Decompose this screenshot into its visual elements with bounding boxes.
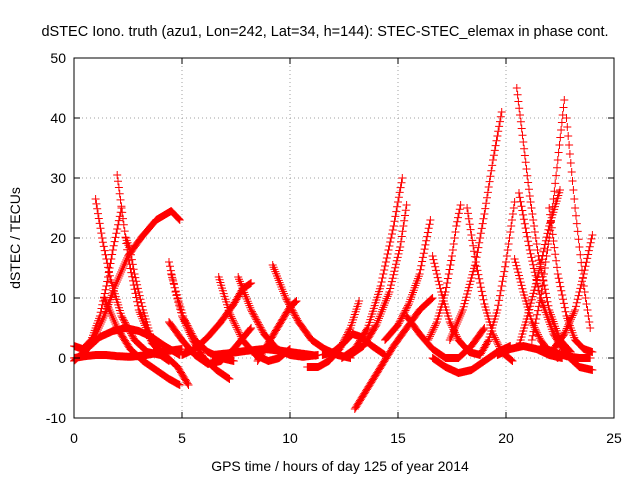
x-tick-label: 20 (498, 430, 514, 446)
x-axis-label: GPS time / hours of day 125 of year 2014 (211, 458, 469, 474)
dstec-arc-markers (70, 84, 597, 413)
y-tick-label: 0 (58, 350, 66, 366)
x-tick-label: 10 (282, 430, 298, 446)
y-tick-label: 50 (50, 50, 66, 66)
x-tick-label: 0 (70, 430, 78, 446)
y-axis-label: dSTEC / TECUs (7, 187, 23, 289)
x-tick-label: 15 (390, 430, 406, 446)
x-tick-label: 5 (178, 430, 186, 446)
y-tick-label: -10 (46, 410, 66, 426)
y-tick-label: 10 (50, 290, 66, 306)
data-marks (70, 84, 597, 413)
chart-title: dSTEC Iono. truth (azu1, Lon=242, Lat=34… (41, 24, 608, 40)
y-tick-label: 20 (50, 230, 66, 246)
y-tick-label: 40 (50, 110, 66, 126)
y-tick-label: 30 (50, 170, 66, 186)
x-tick-label: 25 (606, 430, 622, 446)
